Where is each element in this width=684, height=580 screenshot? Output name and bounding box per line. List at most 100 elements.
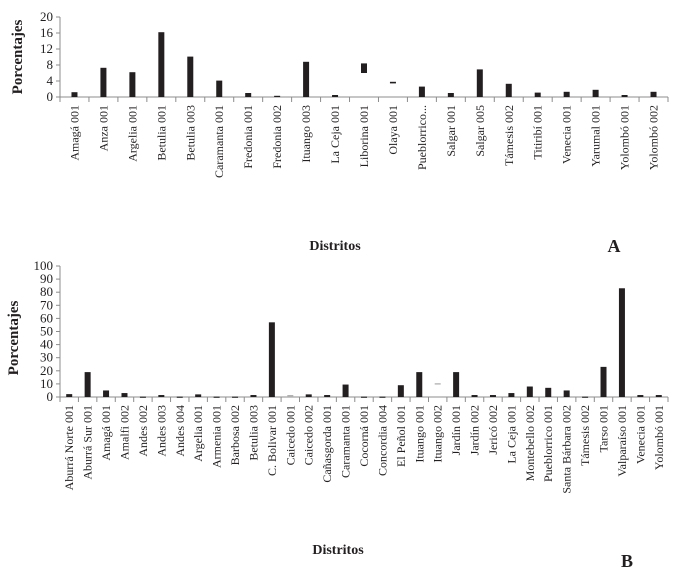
chart-b-y-tick-label: 50 — [40, 324, 53, 339]
chart-b-x-tick-label: Aburrá Sur 001 — [81, 405, 95, 480]
chart-b-bar — [637, 395, 644, 397]
chart-a-x-tick-label: Olaya 001 — [386, 105, 400, 155]
chart-b-y-tick-label: 70 — [40, 297, 53, 312]
chart-a-x-tick-label: Salgar 005 — [473, 105, 487, 157]
chart-a-bar — [129, 72, 136, 97]
chart-a-panel-label: A — [608, 236, 621, 256]
chart-b-y-tick-label: 10 — [40, 376, 53, 391]
chart-a-bar — [650, 91, 657, 97]
chart-b-y-tick-label: 100 — [34, 258, 54, 273]
chart-b-x-tick-label: Cocorná 001 — [357, 405, 371, 467]
chart-a-bar — [592, 89, 599, 97]
chart-b-x-tick-label: Aburrá Norte 001 — [62, 405, 76, 490]
chart-b-ylabel: Porcentajes — [6, 300, 22, 375]
chart-b-bar — [379, 396, 386, 398]
chart-a-y-tick-label: 16 — [40, 25, 54, 40]
chart-b-y-tick-label: 30 — [40, 350, 53, 365]
chart-b-x-tick-label: Concordia 004 — [375, 405, 389, 476]
chart-a-bar — [332, 95, 339, 97]
chart-a-x-tick-label: Yarumal 001 — [589, 105, 603, 167]
chart-a-bar — [303, 61, 310, 97]
chart-a-y-tick-label: 20 — [40, 9, 53, 24]
chart-b-bar — [305, 394, 312, 397]
chart-b-x-tick-label: Jardín 001 — [449, 405, 463, 455]
chart-a-x-tick-label: Anza 001 — [96, 105, 110, 151]
chart-b-x-tick-label: Tarso 001 — [597, 405, 611, 452]
chart-b-x-tick-label: Andes 004 — [173, 405, 187, 457]
chart-b-bar — [361, 396, 367, 398]
chart-a-x-tick-label: La Ceja 001 — [328, 105, 342, 164]
chart-a-bar — [476, 69, 483, 97]
chart-a-bar — [534, 92, 541, 97]
chart-a-x-tick-label: Argelia 001 — [125, 105, 139, 162]
chart-a-x-tick-label: Titiribí 001 — [531, 105, 545, 160]
chart-b-x-tick-label: El Peñol 001 — [394, 405, 408, 467]
chart-b-y-tick-label: 90 — [40, 271, 53, 286]
chart-b-bar — [563, 390, 570, 397]
chart-a-ylabel: Porcentajes — [10, 19, 26, 94]
chart-a-x-tick-label: Liborina 001 — [357, 105, 371, 167]
chart-a-bar — [245, 93, 252, 97]
chart-a-y-tick-label: 0 — [47, 89, 54, 104]
chart-b-x-tick-label: Barbosa 002 — [228, 405, 242, 465]
chart-a-xlabel: Distritos — [309, 239, 361, 254]
chart-b-x-tick-label: Caicedo 001 — [283, 405, 297, 465]
chart-b-x-tick-label: Caramanta 001 — [339, 405, 353, 478]
chart-a-x-tick-label: Támesis 002 — [502, 105, 516, 166]
chart-b-bar — [250, 395, 257, 397]
chart-a-bar — [389, 81, 396, 84]
chart-b-bar — [600, 366, 607, 397]
chart-b-x-tick-label: Valparaíso 001 — [615, 405, 629, 477]
chart-a-bar — [158, 32, 165, 98]
chart-b-panel-label: B — [621, 551, 633, 571]
chart-b-bar — [618, 288, 625, 397]
chart-b-x-tick-label: Jericó 002 — [486, 405, 500, 455]
chart-b-x-tick-label: Amalfi 002 — [117, 405, 131, 460]
chart-a-bar — [216, 80, 223, 97]
chart-b-x-tick-label: Amagá 001 — [99, 405, 113, 461]
chart-b-bar — [508, 393, 515, 397]
chart-b-bar — [268, 322, 275, 397]
chart-b-x-tick-label: Yolombó 001 — [652, 405, 666, 470]
chart-b-bar — [655, 395, 662, 397]
chart-b-bar — [582, 396, 589, 398]
chart-a-bar — [563, 91, 570, 97]
chart-b-bar — [195, 394, 202, 397]
chart-b-x-tick-label: Jardín 002 — [468, 405, 482, 455]
chart-a-x-tick-label: Caramanta 001 — [212, 105, 226, 178]
chart-b-bar — [545, 387, 552, 397]
chart-b-x-tick-label: Armenia 001 — [210, 405, 224, 468]
chart-b-x-tick-label: Ituango 001 — [412, 405, 426, 463]
chart-b-bar — [453, 372, 460, 397]
chart-a-bar — [505, 83, 512, 97]
chart-a-x-tick-label: Yolombó 001 — [618, 105, 632, 170]
chart-a-x-tick-label: Betulia 003 — [183, 105, 197, 161]
chart-b-xlabel: Distritos — [312, 543, 364, 558]
chart-a-x-tick-label: Betulia 001 — [154, 105, 168, 161]
chart-b-y-tick-label: 60 — [40, 310, 53, 325]
chart-b-bar — [158, 395, 165, 397]
chart-a-y-tick-label: 4 — [47, 73, 54, 88]
chart-b-bar — [139, 396, 146, 398]
chart-a-bar — [187, 56, 194, 97]
chart-b-y-tick-label: 40 — [40, 337, 53, 352]
chart-b: Porcentajes Distritos B 0102030405060708… — [6, 258, 669, 571]
chart-a-bar — [361, 63, 367, 73]
chart-a-bar — [621, 95, 628, 97]
chart-b-bar — [84, 372, 91, 397]
chart-b-bar — [324, 395, 331, 397]
chart-a-x-tick-label: Fredonia 002 — [270, 105, 284, 169]
chart-b-bar — [416, 372, 423, 397]
chart-a-x-tick-label: Ituango 003 — [299, 105, 313, 163]
chart-b-y-tick-label: 20 — [40, 363, 53, 378]
chart-a-bar — [447, 93, 454, 97]
chart-b-bar — [121, 393, 128, 397]
chart-a-x-tick-label: Venecia 001 — [560, 105, 574, 164]
chart-a-bar — [100, 67, 107, 97]
chart-b-bar — [103, 390, 110, 397]
chart-a-x-tick-label: Amagá 001 — [67, 105, 81, 161]
chart-b-x-tick-label: Cañasgorda 001 — [320, 405, 334, 483]
chart-b-x-tick-label: Támesis 002 — [578, 405, 592, 466]
